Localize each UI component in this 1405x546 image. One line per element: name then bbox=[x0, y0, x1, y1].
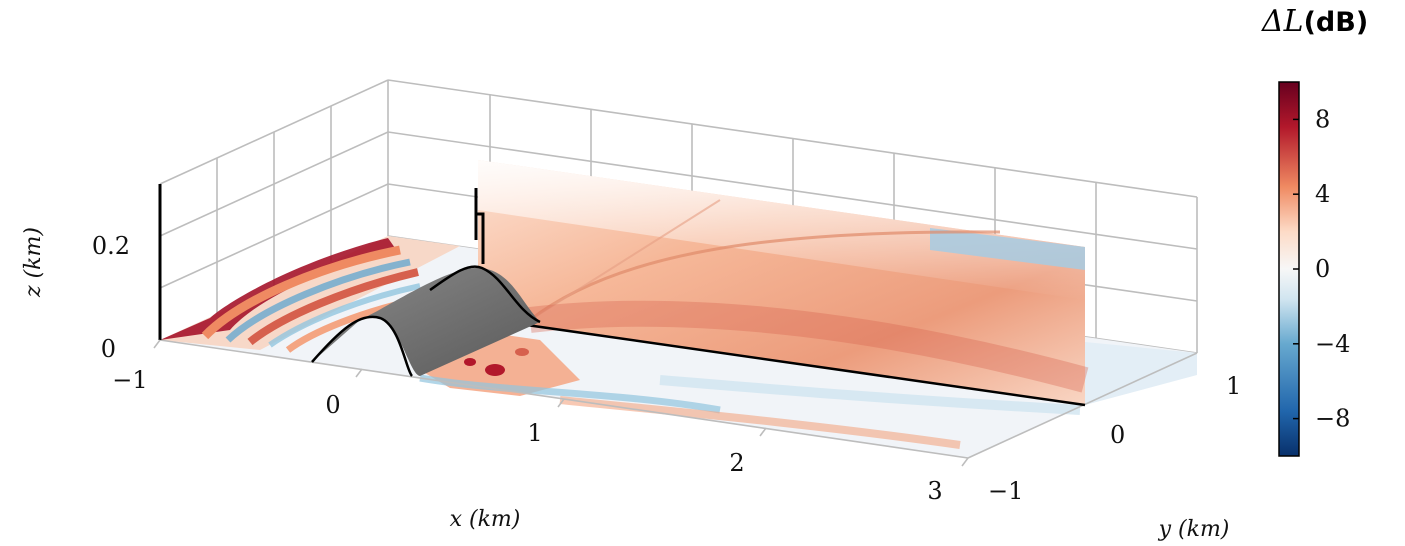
y-tick-label: 1 bbox=[1226, 372, 1241, 400]
colorbar-symbol: ΔL bbox=[1262, 4, 1304, 39]
colorbar-title: ΔL(dB) bbox=[1262, 4, 1368, 39]
z-tick-label: 0.2 bbox=[92, 232, 130, 260]
grid-side-wall bbox=[159, 79, 389, 314]
x-axis-label: x (km) bbox=[450, 507, 521, 532]
colorbar-tick-label: −4 bbox=[1315, 330, 1350, 358]
x-axis-ticks bbox=[153, 339, 969, 467]
y-tick-label: 0 bbox=[1110, 421, 1125, 449]
z-tick-label: 0 bbox=[101, 335, 116, 363]
colorbar-tick-label: 4 bbox=[1315, 180, 1330, 208]
x-tick-label: 2 bbox=[729, 449, 744, 477]
z-axis-label: z (km) bbox=[21, 227, 46, 298]
x-tick-label: 3 bbox=[927, 477, 942, 505]
z-axis-label-text: z (km) bbox=[21, 227, 46, 298]
x-tick-label: 0 bbox=[325, 391, 340, 419]
x-tick-label: −1 bbox=[112, 366, 147, 394]
z-axis-ticks: 0 0.2 bbox=[92, 232, 130, 363]
vertical-slice bbox=[478, 160, 1089, 405]
slice-base-line bbox=[477, 316, 1086, 407]
hill bbox=[311, 265, 541, 377]
y-tick-label: −1 bbox=[988, 477, 1023, 505]
colorbar-tick-label: 0 bbox=[1315, 255, 1330, 283]
y-axis-label: y (km) bbox=[1158, 517, 1230, 542]
colorbar-unit: (dB) bbox=[1303, 7, 1369, 38]
x-tick-label: 1 bbox=[527, 419, 542, 447]
colorbar-tick-label: 8 bbox=[1315, 105, 1330, 133]
colorbar-tick-label: −8 bbox=[1315, 405, 1350, 433]
colorbar-ticks: 8 4 0 −4 −8 bbox=[1293, 105, 1350, 433]
tower-marker bbox=[474, 188, 485, 264]
